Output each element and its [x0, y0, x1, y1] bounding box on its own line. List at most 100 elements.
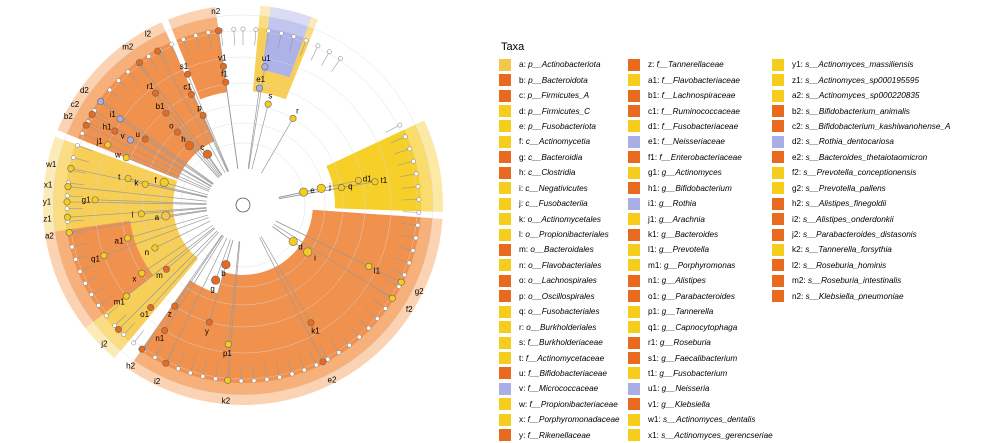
- legend-item: q1: g__Capnocytophaga: [628, 319, 773, 334]
- legend-swatch: [628, 398, 640, 410]
- legend-item: u: f__Bifidobacteriaceae: [499, 366, 620, 381]
- legend-swatch: [628, 136, 640, 148]
- legend-item: w: f__Propionibacteriaceae: [499, 397, 620, 412]
- node-label-p: p: [197, 103, 202, 112]
- leaf-branch: [403, 212, 419, 213]
- legend-taxon-name: g__Porphyromonas: [664, 261, 735, 270]
- legend-label: p1: g__Tannerella: [648, 307, 713, 316]
- node-o: [174, 129, 180, 135]
- legend-swatch: [499, 120, 511, 132]
- branch: [248, 88, 259, 169]
- legend-swatch: [628, 244, 640, 256]
- legend-swatch: [499, 213, 511, 225]
- legend-swatch: [499, 244, 511, 256]
- legend-label: s1: g__Faecalibacterium: [648, 354, 737, 363]
- node-h2: [139, 346, 145, 352]
- node-z1: [64, 214, 70, 220]
- legend-taxon-name: s__Roseburia_intestinalis: [808, 276, 901, 285]
- legend-taxon-name: g__Capnocytophaga: [662, 323, 738, 332]
- leaf-branch: [332, 58, 341, 71]
- node-t: [125, 175, 131, 181]
- legend-swatch: [628, 367, 640, 379]
- leaf-node: [116, 78, 120, 82]
- legend-key: a2: [792, 91, 801, 100]
- legend-item: h1: g__Bifidobacterium: [628, 181, 773, 196]
- legend-key: m1: [648, 261, 659, 270]
- legend-item: c: p__Firmicutes_A: [499, 88, 620, 103]
- legend-item: e2: s__Bacteroides_thetaiotaomicron: [772, 150, 950, 165]
- node-label-n1: n1: [155, 334, 164, 343]
- legend-item: f: c__Actinomycetia: [499, 134, 620, 149]
- legend-swatch: [628, 352, 640, 364]
- node-label-h2: h2: [126, 362, 135, 371]
- legend-key: q1: [648, 323, 657, 332]
- legend-taxon-name: s__Actinomyces_dentalis: [663, 415, 755, 424]
- legend-item: k2: s__Tannerella_forsythia: [772, 242, 950, 257]
- legend-label: z1: s__Actinomyces_sp000195595: [792, 76, 919, 85]
- legend-label: h: c__Clostridia: [519, 168, 575, 177]
- legend-swatch: [628, 290, 640, 302]
- legend-taxon-name: g__Neisseria: [662, 384, 710, 393]
- node-label-a2: a2: [45, 232, 54, 241]
- node-d1: [355, 177, 361, 183]
- leaf-node: [132, 341, 136, 345]
- legend-taxon-name: o__Burkholderiales: [526, 323, 596, 332]
- legend-taxon-name: s__Bifidobacterium_kashiwanohense_A: [805, 122, 950, 131]
- legend-swatch: [628, 198, 640, 210]
- node-label-n2: n2: [211, 7, 220, 16]
- legend-key: d1: [648, 122, 657, 131]
- node-q1: [101, 252, 107, 258]
- legend-label: t1: g__Fusobacterium: [648, 369, 727, 378]
- legend-swatch: [499, 198, 511, 210]
- node-j2: [115, 326, 121, 332]
- legend-item: r: o__Burkholderiales: [499, 319, 620, 334]
- node-s1: [184, 71, 190, 77]
- node-y1: [64, 199, 70, 205]
- legend-swatch: [628, 182, 640, 194]
- node-g2: [398, 279, 404, 285]
- legend-item: i2: s__Alistipes_onderdonkii: [772, 211, 950, 226]
- legend-swatch: [499, 290, 511, 302]
- legend-label: r: o__Burkholderiales: [519, 323, 596, 332]
- legend-taxon-name: p__Fusobacteriota: [528, 122, 596, 131]
- node-b2: [83, 122, 89, 128]
- leaf-node: [147, 54, 151, 58]
- node-label-e2: e2: [328, 376, 337, 385]
- legend-item: e: p__Fusobacteriota: [499, 119, 620, 134]
- leaf-node: [411, 159, 415, 163]
- node-h: [185, 141, 193, 149]
- leaf-node: [402, 273, 406, 277]
- legend-swatch: [499, 398, 511, 410]
- legend-swatch: [772, 198, 784, 210]
- legend-label: x1: s__Actinomyces_gerencseriae: [648, 431, 773, 440]
- node-label-h: h: [181, 135, 185, 144]
- node-e1: [256, 85, 262, 91]
- legend-taxon-name: f__Propionibacteriaceae: [529, 400, 617, 409]
- legend-taxon-name: c__Negativicutes: [525, 184, 587, 193]
- branch: [219, 31, 238, 170]
- node-label-j: j: [328, 182, 331, 191]
- node-label-a1: a1: [115, 237, 124, 246]
- branch: [252, 104, 268, 170]
- node-h1: [112, 128, 118, 134]
- legend-label: u: f__Bifidobacteriaceae: [519, 369, 607, 378]
- legend-item: o1: g__Parabacteroides: [628, 289, 773, 304]
- legend-taxon-name: s__Alistipes_onderdonkii: [803, 215, 894, 224]
- node-f1: [223, 79, 229, 85]
- legend-item: d1: f__Fusobacteriaceae: [628, 119, 773, 134]
- legend-item: m: o__Bacteroidales: [499, 242, 620, 257]
- node-label-j1: j1: [95, 137, 103, 146]
- legend-taxon-name: g__Actinomyces: [662, 168, 722, 177]
- legend-taxon-name: s__Actinomyces_gerencseriae: [661, 431, 773, 440]
- legend-key: c2: [792, 122, 801, 131]
- leaf-node: [327, 50, 331, 54]
- node-label-v1: v1: [218, 53, 227, 62]
- node-g1: [92, 197, 98, 203]
- legend-taxon-name: s__Roseburia_hominis: [803, 261, 886, 270]
- legend-item: k: o__Actinomycetales: [499, 211, 620, 226]
- legend-taxon-name: s__Actinomyces_sp000195595: [805, 76, 919, 85]
- legend-taxon-name: f__Rikenellaceae: [528, 431, 591, 440]
- legend-taxon-name: o__Fusobacteriales: [528, 307, 599, 316]
- legend-taxon-name: f__Ruminococcaceae: [661, 107, 740, 116]
- legend-item: g: c__Bacteroidia: [499, 150, 620, 165]
